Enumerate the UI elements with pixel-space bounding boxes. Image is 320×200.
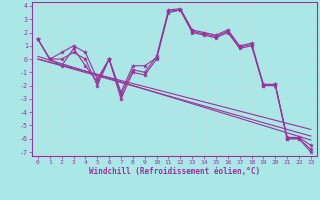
X-axis label: Windchill (Refroidissement éolien,°C): Windchill (Refroidissement éolien,°C) (89, 167, 260, 176)
